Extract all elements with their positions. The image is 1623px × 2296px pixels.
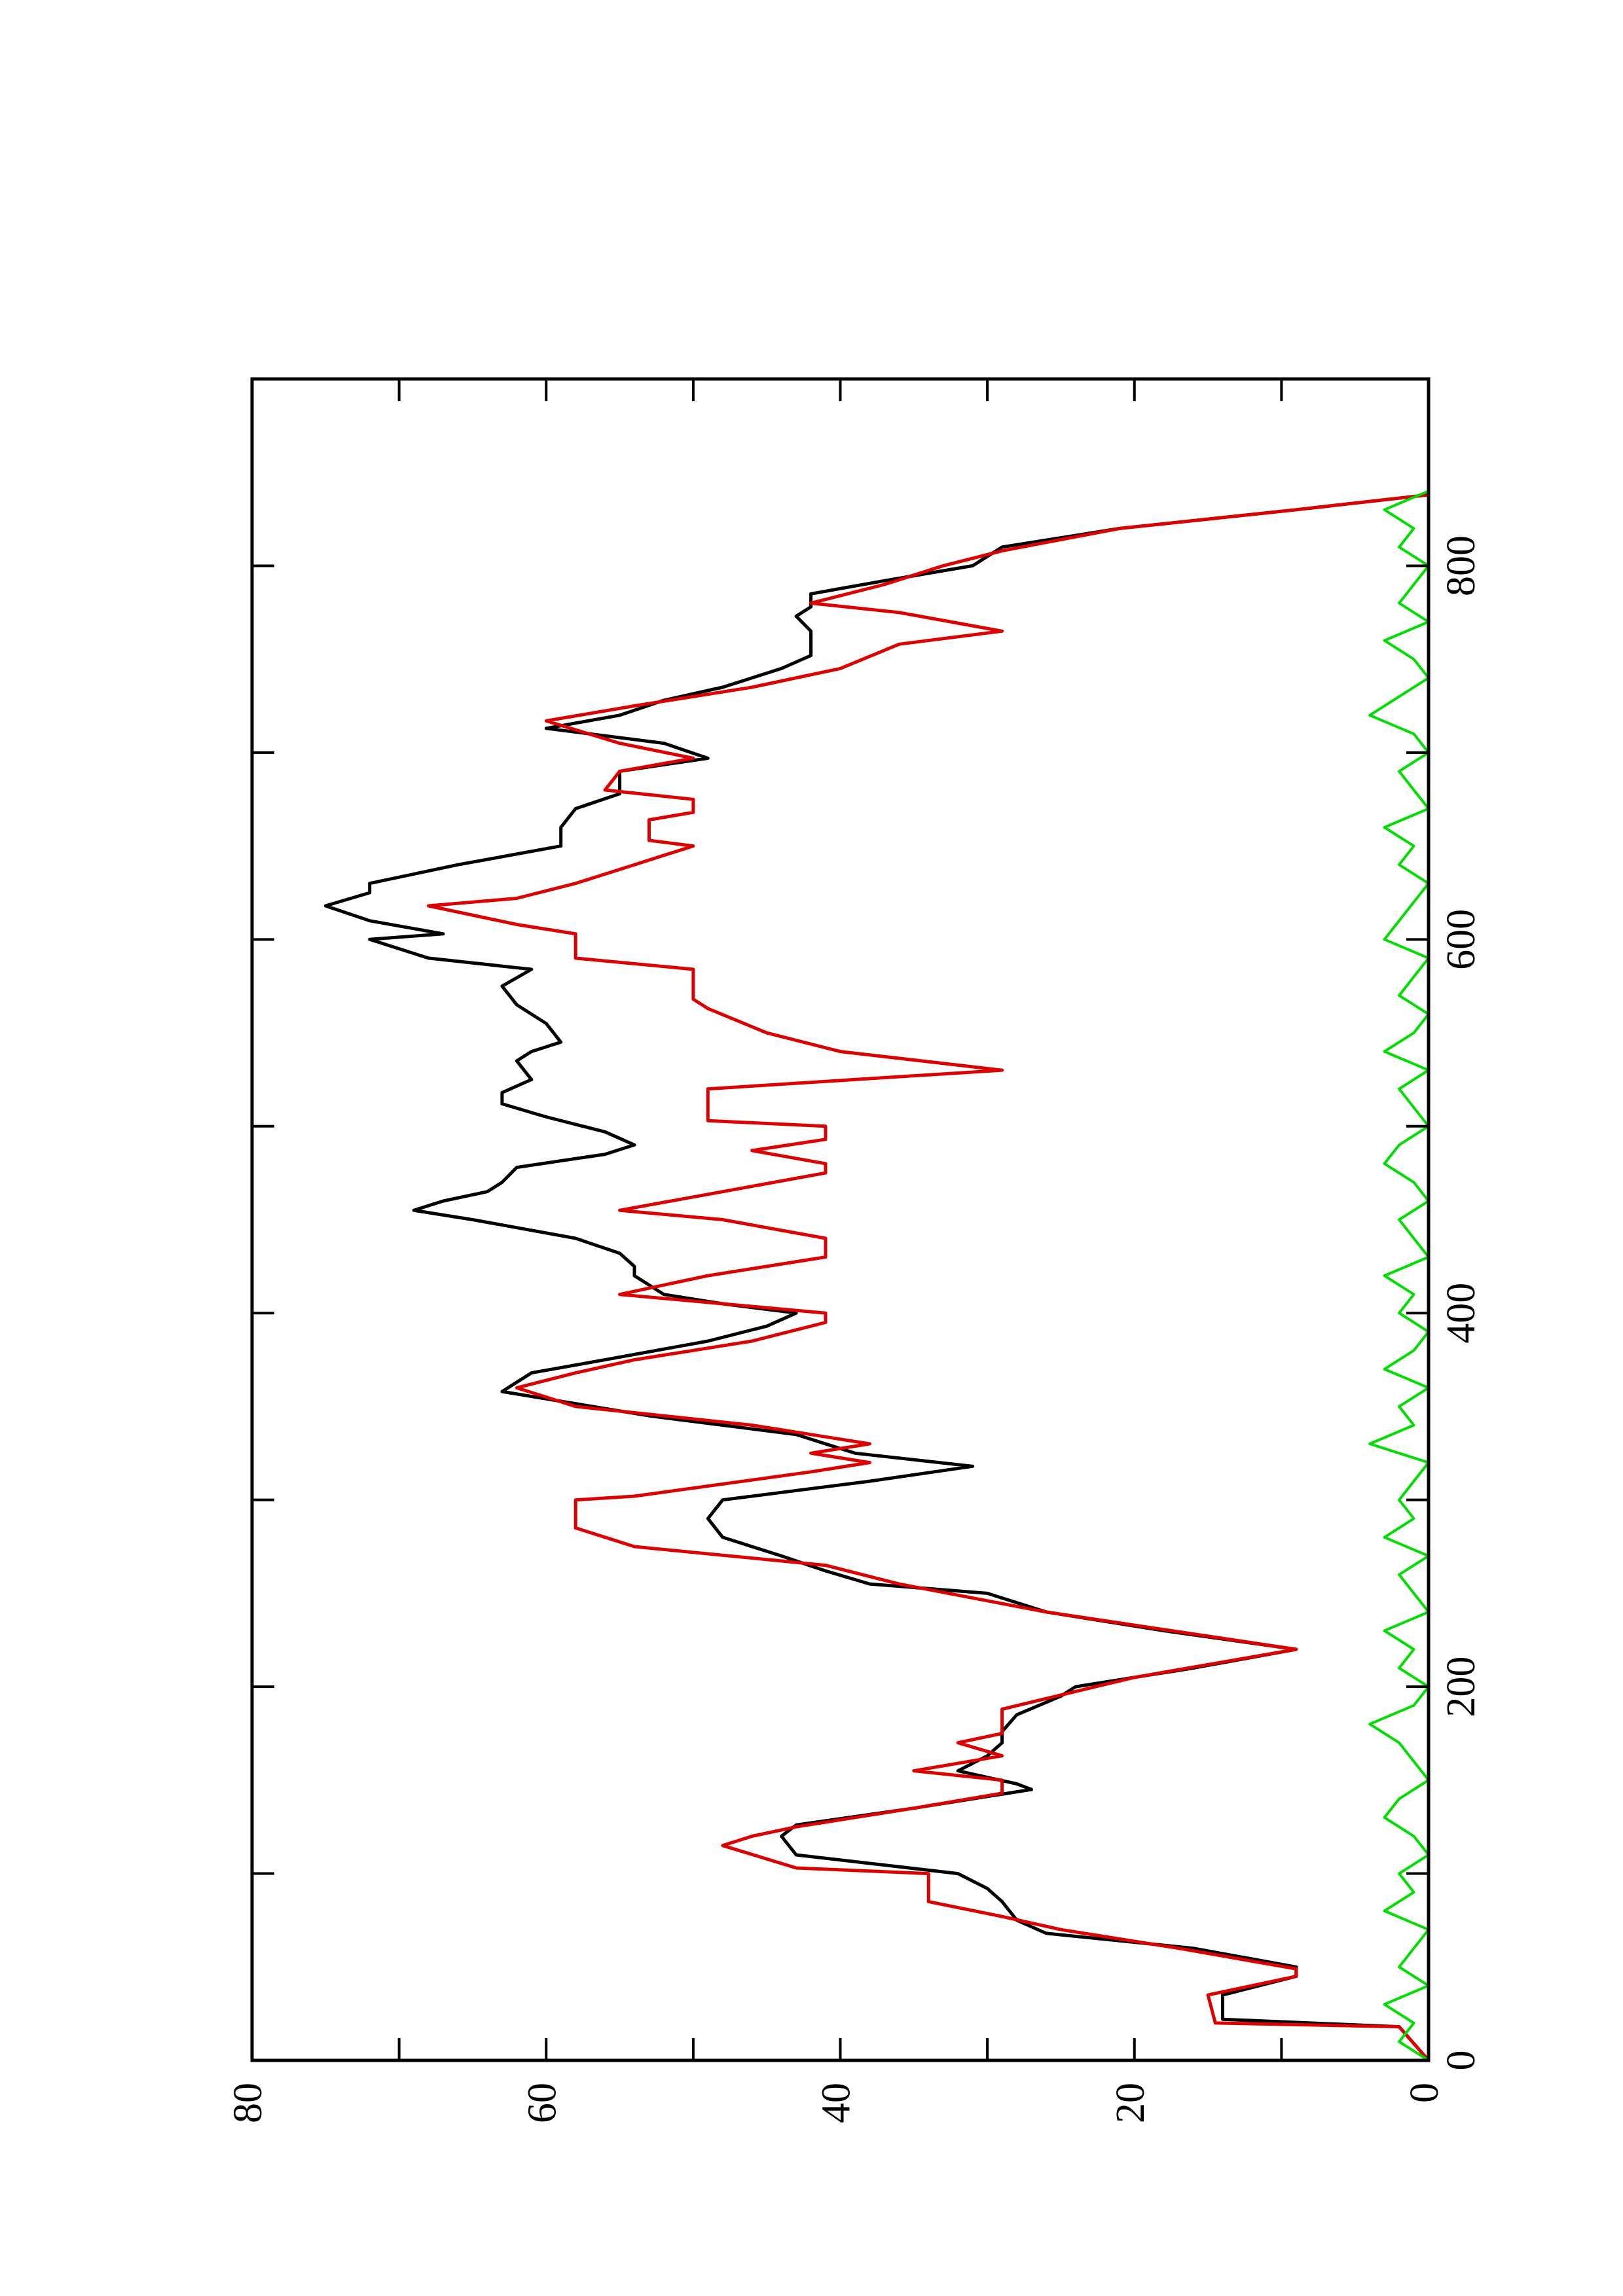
- x-tick-label: 600: [1439, 909, 1484, 970]
- x-tick-label: 800: [1439, 535, 1484, 596]
- x-tick-label: 0: [1439, 2051, 1484, 2071]
- series-line: [1368, 490, 1430, 2062]
- y-tick-label: 80: [226, 2083, 270, 2123]
- y-tick-label: 20: [1108, 2083, 1153, 2123]
- x-tick-label: 200: [1439, 1657, 1484, 1717]
- series-line: [323, 493, 1430, 2062]
- x-tick-label: 400: [1439, 1283, 1484, 1344]
- plot-frame: [250, 377, 1431, 2062]
- y-tick-label: 0: [1402, 2083, 1447, 2103]
- y-tick-label: 40: [814, 2083, 859, 2123]
- series-line: [427, 493, 1430, 2062]
- y-tick-label: 60: [520, 2083, 564, 2123]
